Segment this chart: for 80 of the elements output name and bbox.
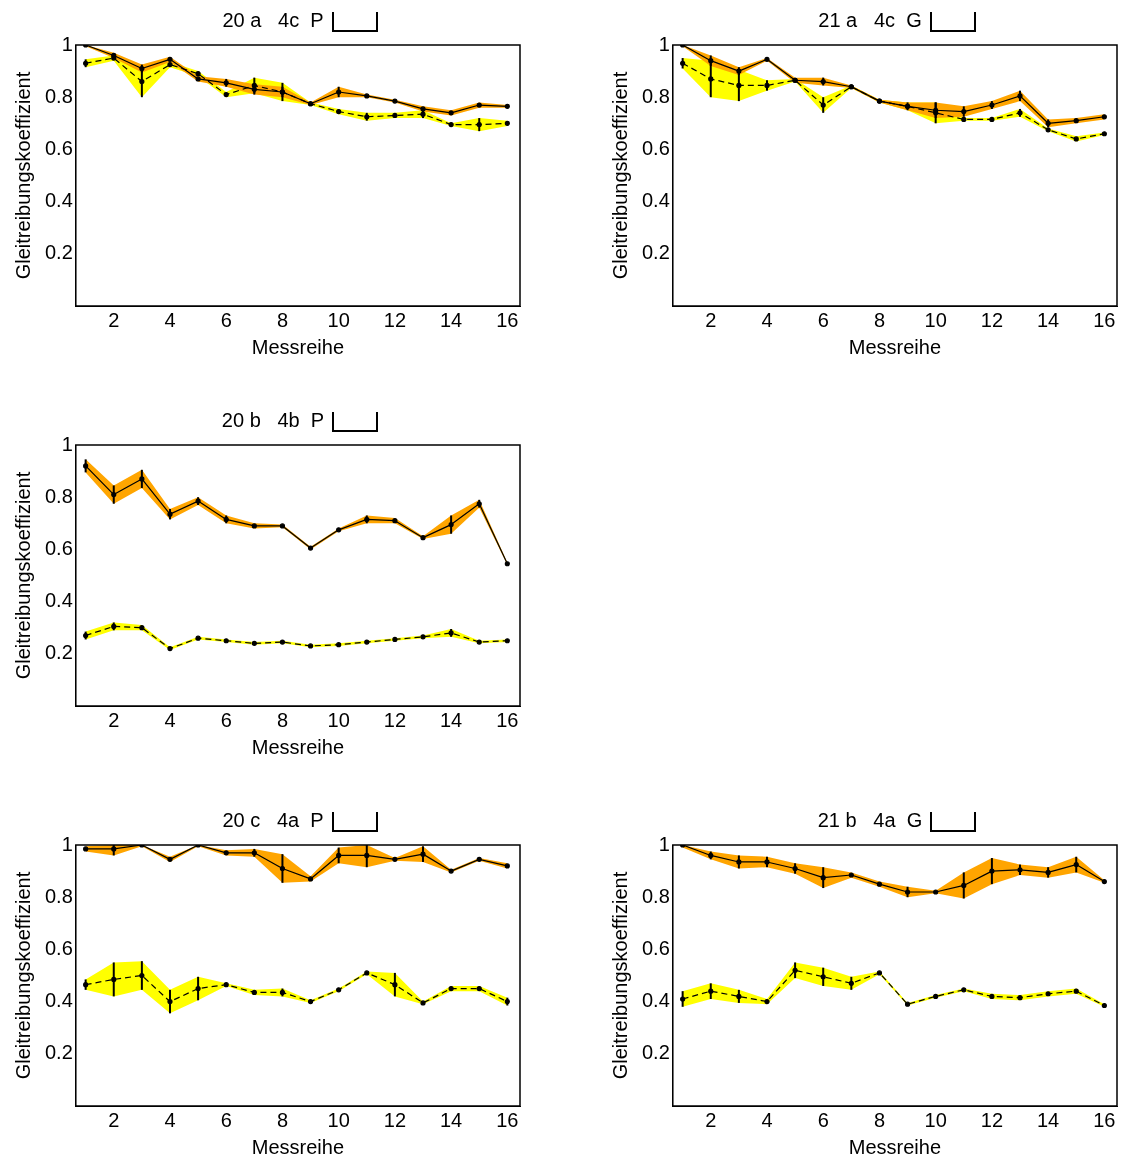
x-axis-title: Messreihe	[251, 735, 345, 758]
x-tick-label: 14	[440, 708, 463, 731]
y-axis-title: Gleitreibungskoeffizient	[11, 471, 34, 680]
x-tick-label: 14	[440, 308, 463, 331]
x-tick-label: 16	[496, 308, 519, 331]
x-tick-label: 4	[164, 708, 176, 731]
x-tick-label: 10	[924, 1108, 947, 1131]
y-axis-title: Gleitreibungskoeffizient	[11, 871, 34, 1080]
y-tick-label: 0.4	[44, 989, 73, 1012]
y-tick-label: 0.4	[641, 989, 670, 1012]
y-tick-label: 1	[61, 32, 73, 55]
y-tick-label: 0.4	[641, 189, 670, 212]
x-tick-label: 2	[108, 708, 120, 731]
x-tick-label: 2	[108, 1108, 120, 1131]
x-tick-label: 2	[705, 308, 717, 331]
y-tick-label: 0.6	[44, 536, 73, 559]
x-tick-label: 4	[164, 308, 176, 331]
x-tick-label: 6	[220, 1108, 232, 1131]
y-axis-title: Gleitreibungskoeffizient	[608, 871, 631, 1080]
y-tick-label: 0.8	[44, 884, 73, 907]
x-axis-title: Messreihe	[848, 1135, 942, 1158]
y-tick-label: 1	[658, 832, 670, 855]
y-tick-label: 1	[61, 432, 73, 455]
y-tick-label: 0.6	[641, 136, 670, 159]
x-tick-label: 8	[873, 308, 885, 331]
y-tick-label: 0.6	[44, 136, 73, 159]
x-tick-label: 4	[761, 1108, 773, 1131]
y-tick-label: 0.6	[641, 936, 670, 959]
y-axis-title: Gleitreibungskoeffizient	[11, 71, 34, 280]
x-tick-label: 16	[496, 708, 519, 731]
x-tick-label: 14	[1037, 1108, 1060, 1131]
x-tick-label: 12	[383, 308, 407, 331]
x-axis-title: Messreihe	[251, 1135, 345, 1158]
x-axis-title: Messreihe	[848, 335, 942, 358]
x-tick-label: 10	[327, 308, 350, 331]
chart-title: 20 a 4c P	[222, 9, 324, 32]
x-tick-label: 16	[1093, 1108, 1116, 1131]
chart-title: 20 c 4a P	[222, 809, 324, 832]
x-tick-label: 8	[276, 308, 288, 331]
x-tick-label: 8	[873, 1108, 885, 1131]
y-tick-label: 0.2	[44, 1041, 73, 1064]
x-tick-label: 14	[1037, 308, 1060, 331]
y-tick-label: 0.2	[44, 241, 73, 264]
x-tick-label: 8	[276, 1108, 288, 1131]
chart-title: 21 b 4a G	[817, 809, 923, 832]
x-tick-label: 6	[817, 1108, 829, 1131]
x-tick-label: 14	[440, 1108, 463, 1131]
y-tick-label: 0.8	[641, 84, 670, 107]
x-tick-label: 2	[108, 308, 120, 331]
x-tick-label: 4	[761, 308, 773, 331]
y-tick-label: 0.8	[44, 484, 73, 507]
x-tick-label: 10	[924, 308, 947, 331]
y-tick-label: 0.2	[44, 641, 73, 664]
x-tick-label: 16	[496, 1108, 519, 1131]
x-tick-label: 6	[817, 308, 829, 331]
y-tick-label: 1	[61, 832, 73, 855]
y-tick-label: 0.4	[44, 589, 73, 612]
x-tick-label: 12	[383, 1108, 407, 1131]
x-tick-label: 6	[220, 708, 232, 731]
x-tick-label: 12	[980, 1108, 1004, 1131]
y-tick-label: 0.6	[44, 936, 73, 959]
x-tick-label: 2	[705, 1108, 717, 1131]
y-tick-label: 0.2	[641, 241, 670, 264]
x-tick-label: 8	[276, 708, 288, 731]
chart-title: 20 b 4b P	[221, 409, 325, 432]
y-tick-label: 0.8	[641, 884, 670, 907]
x-tick-label: 6	[220, 308, 232, 331]
x-tick-label: 16	[1093, 308, 1116, 331]
x-tick-label: 12	[383, 708, 407, 731]
x-tick-label: 12	[980, 308, 1004, 331]
x-tick-label: 10	[327, 1108, 350, 1131]
y-axis-title: Gleitreibungskoeffizient	[608, 71, 631, 280]
chart-title: 21 a 4c G	[818, 9, 922, 32]
x-tick-label: 4	[164, 1108, 176, 1131]
x-tick-label: 10	[327, 708, 350, 731]
y-tick-label: 1	[658, 32, 670, 55]
y-tick-label: 0.2	[641, 1041, 670, 1064]
x-axis-title: Messreihe	[251, 335, 345, 358]
y-tick-label: 0.4	[44, 189, 73, 212]
y-tick-label: 0.8	[44, 84, 73, 107]
